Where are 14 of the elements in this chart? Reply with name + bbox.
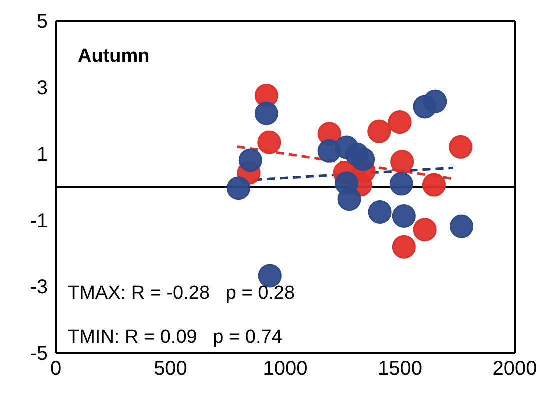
x-tick-label: 2000	[492, 358, 538, 380]
y-tick-label: -3	[30, 276, 48, 299]
y-tick-label: -5	[30, 343, 48, 366]
x-tick-label: 1500	[378, 358, 422, 380]
text: Autumn	[78, 46, 150, 68]
annotation: TMIN: R = 0.09 p = 0.74	[68, 327, 282, 349]
x-tick-label: 1000	[263, 358, 308, 380]
y-tick-label: 3	[36, 78, 48, 100]
annotation: TMAX: R = -0.28 p = 0.28	[68, 283, 296, 305]
x-tick-label: 0	[50, 358, 62, 380]
y-tick-label: 5	[36, 11, 48, 34]
y-tick-label: 1	[36, 144, 48, 166]
y-tick-label: -1	[30, 210, 48, 232]
x-tick-label: 500	[154, 358, 188, 380]
